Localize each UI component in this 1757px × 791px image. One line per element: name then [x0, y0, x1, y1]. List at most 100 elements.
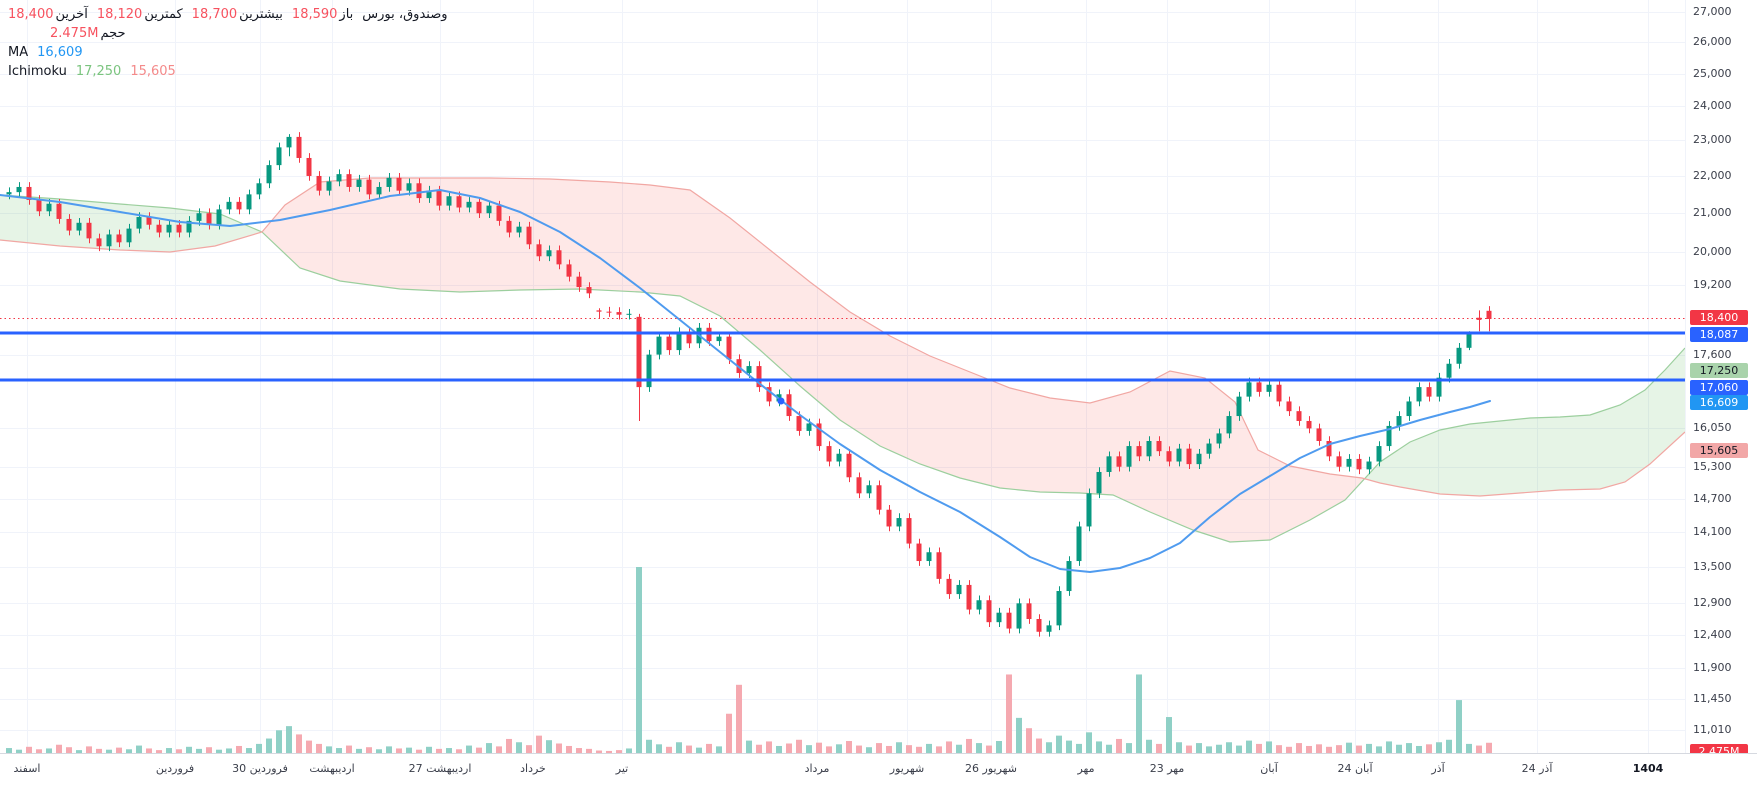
chart-pane[interactable] — [0, 0, 1685, 753]
volume-bar — [1476, 745, 1482, 753]
candle — [1126, 441, 1132, 472]
volume-bar — [866, 747, 872, 753]
symbol-title[interactable]: وصندوق، بورس — [362, 7, 448, 22]
candle — [1376, 441, 1382, 467]
volume-bar — [1166, 717, 1172, 753]
candle — [1206, 438, 1212, 459]
candle — [1396, 411, 1402, 431]
volume-bar — [1436, 742, 1442, 753]
ma-indicator-label: MA — [8, 45, 29, 60]
volume-bar — [536, 735, 542, 753]
volume-bar — [1256, 743, 1262, 753]
volume-bar — [1466, 743, 1472, 753]
legend-ma-row[interactable]: MA 16,609 — [8, 43, 448, 62]
candle — [1086, 488, 1092, 532]
ma-price-badge: 16,609 — [1690, 395, 1748, 410]
candle — [126, 223, 132, 248]
volume-bar — [266, 738, 272, 753]
candle — [1276, 379, 1282, 407]
volume-bar — [1016, 717, 1022, 753]
price-axis[interactable]: 27,000 26,000 25,000 24,000 23,000 22,000 21,0… — [1685, 0, 1757, 759]
ichimoku-span-a-badge: 17,250 — [1690, 363, 1748, 378]
candle — [1066, 556, 1072, 596]
volume-bar — [376, 749, 382, 753]
volume-bar — [1176, 742, 1182, 753]
time-axis-label: فروردین — [155, 762, 195, 775]
high-value: 18,700 — [191, 7, 238, 22]
volume-bar — [856, 745, 862, 753]
candle — [866, 480, 872, 499]
candle — [666, 331, 672, 355]
volume-bar — [846, 741, 852, 753]
candle — [1036, 614, 1042, 637]
volume-bar — [1336, 745, 1342, 753]
volume-bar — [1036, 738, 1042, 753]
candle — [906, 513, 912, 549]
volume-bar — [1216, 744, 1222, 753]
volume-bar — [1396, 744, 1402, 753]
high-label: بیشترین — [239, 7, 283, 22]
time-axis-label: 24 آبان — [1337, 762, 1373, 775]
volume-bar — [626, 748, 632, 753]
volume-bar — [406, 747, 412, 753]
open-value: 18,590 — [291, 7, 338, 22]
candle — [756, 361, 762, 392]
time-axis-label: 26 شهریور — [965, 762, 1017, 775]
time-axis[interactable]: اسفند فروردین 30 فروردین اردیبهشت 27 اردیبهش… — [0, 753, 1757, 791]
price-axis-label: 26,000 — [1693, 35, 1732, 48]
volume-bar — [1356, 745, 1362, 753]
volume-bar — [916, 746, 922, 753]
gridlines — [0, 0, 1685, 753]
volume-bar — [766, 741, 772, 753]
candle — [1296, 406, 1302, 426]
volume-bar — [1326, 746, 1332, 753]
volume-bar — [776, 745, 782, 753]
time-axis-label: 30 فروردین — [232, 762, 288, 775]
volume-bar — [1106, 744, 1112, 753]
candle — [1016, 598, 1022, 634]
volume-bar — [1486, 742, 1492, 753]
volume-bar — [1006, 674, 1012, 753]
candle — [316, 171, 322, 196]
volume-bar — [296, 734, 302, 753]
candle — [916, 538, 922, 566]
volume-bar — [686, 745, 692, 753]
volume-series — [6, 567, 1492, 753]
low-label: کمترین — [144, 7, 183, 22]
volume-bar — [576, 748, 582, 753]
volume-bar — [56, 744, 62, 753]
candle — [396, 172, 402, 196]
candle — [546, 245, 552, 262]
volume-bar — [476, 747, 482, 753]
candlestick-series — [6, 132, 1492, 637]
volume-bar — [1086, 732, 1092, 753]
time-axis-label: 27 اردیبهشت — [408, 762, 472, 775]
volume-bar — [196, 748, 202, 753]
volume-bar — [276, 730, 282, 753]
volume-bar — [436, 748, 442, 753]
volume-bar — [816, 742, 822, 753]
candle — [856, 472, 862, 499]
price-axis-label: 23,000 — [1693, 133, 1732, 146]
legend-ichimoku-row[interactable]: Ichimoku 17,250 15,605 — [8, 62, 448, 81]
volume-bar — [26, 746, 32, 753]
candle — [986, 595, 992, 627]
volume-bar — [306, 740, 312, 753]
candle — [836, 448, 842, 467]
candle — [26, 182, 32, 205]
volume-bar — [96, 748, 102, 753]
candle — [1326, 436, 1332, 462]
volume-bar — [316, 743, 322, 753]
volume-bar — [736, 684, 742, 753]
volume-bar — [566, 745, 572, 753]
volume-bar — [246, 748, 252, 753]
volume-bar — [346, 745, 352, 753]
candle — [896, 513, 902, 532]
candle — [446, 191, 452, 211]
candle — [146, 212, 152, 230]
volume-bar — [716, 746, 722, 753]
volume-bar — [1066, 740, 1072, 753]
candle — [1266, 379, 1272, 397]
time-axis-label: 23 مهر — [1149, 762, 1185, 775]
